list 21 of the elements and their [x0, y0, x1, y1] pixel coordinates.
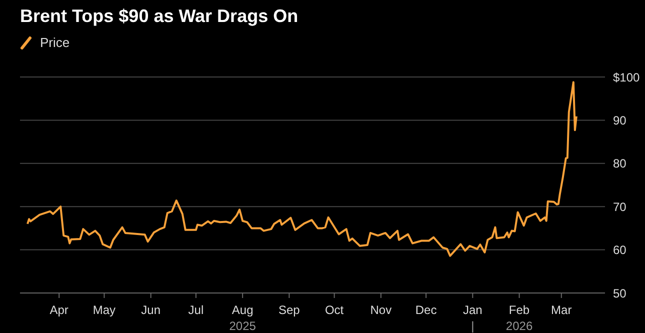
y-tick-label: 70	[613, 200, 627, 214]
legend-label: Price	[39, 35, 70, 50]
x-tick-label: Oct	[324, 303, 344, 317]
y-tick-label: 60	[613, 243, 627, 258]
x-tick-label: May	[92, 303, 116, 317]
y-tick-label: 50	[613, 286, 627, 300]
y-tick-label: 80	[613, 156, 627, 171]
x-tick-label: Feb 2026	[506, 303, 533, 333]
x-tick-label: Dec	[415, 303, 437, 317]
line-series	[26, 81, 578, 257]
x-tick-label: Sep	[278, 303, 300, 317]
chart-title: Brent Tops $90 as War Drags On	[20, 6, 298, 27]
x-tick-label: Jul	[188, 303, 204, 317]
x-tick-label: Nov	[370, 303, 392, 317]
x-tick-label: Mar	[551, 303, 572, 317]
y-tick-label: 90	[613, 113, 627, 128]
x-tick-label: Jun	[141, 303, 161, 317]
y-tick-label: $100	[613, 70, 640, 84]
x-tick-label: Aug 2025	[229, 303, 256, 333]
x-tick-label: Apr	[50, 303, 68, 317]
x-tick-label: Jan |	[462, 303, 482, 333]
